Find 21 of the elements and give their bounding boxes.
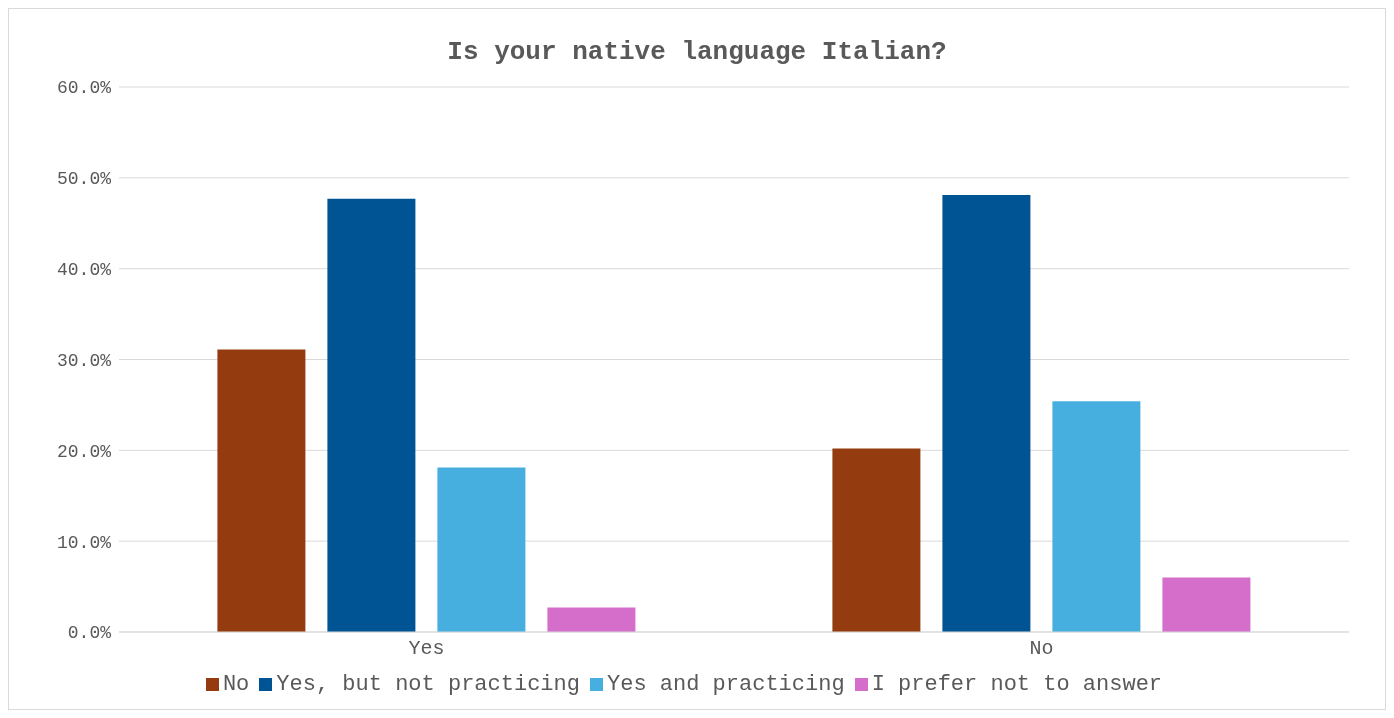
legend-label: No xyxy=(222,672,250,697)
bar xyxy=(327,198,416,632)
bar xyxy=(217,349,306,632)
bar xyxy=(1162,577,1251,632)
legend-label: Yes and practicing xyxy=(606,672,845,697)
bar xyxy=(1052,401,1141,632)
bar xyxy=(547,607,636,632)
y-tick-label: 50.0% xyxy=(56,169,112,190)
y-tick-label: 40.0% xyxy=(56,260,112,281)
bar xyxy=(832,448,921,632)
x-tick-label: Yes xyxy=(408,637,445,661)
bar xyxy=(437,467,526,632)
legend-label: I prefer not to answer xyxy=(871,672,1163,697)
y-tick-label: 10.0% xyxy=(56,532,112,553)
bar xyxy=(942,195,1031,632)
y-tick-label: 20.0% xyxy=(56,441,112,462)
y-tick-label: 60.0% xyxy=(56,78,112,99)
chart-title: Is your native language Italian? xyxy=(446,36,948,69)
legend-label: Yes, but not practicing xyxy=(276,672,580,697)
y-tick-label: 0.0% xyxy=(67,623,112,644)
y-tick-label: 30.0% xyxy=(56,350,112,371)
